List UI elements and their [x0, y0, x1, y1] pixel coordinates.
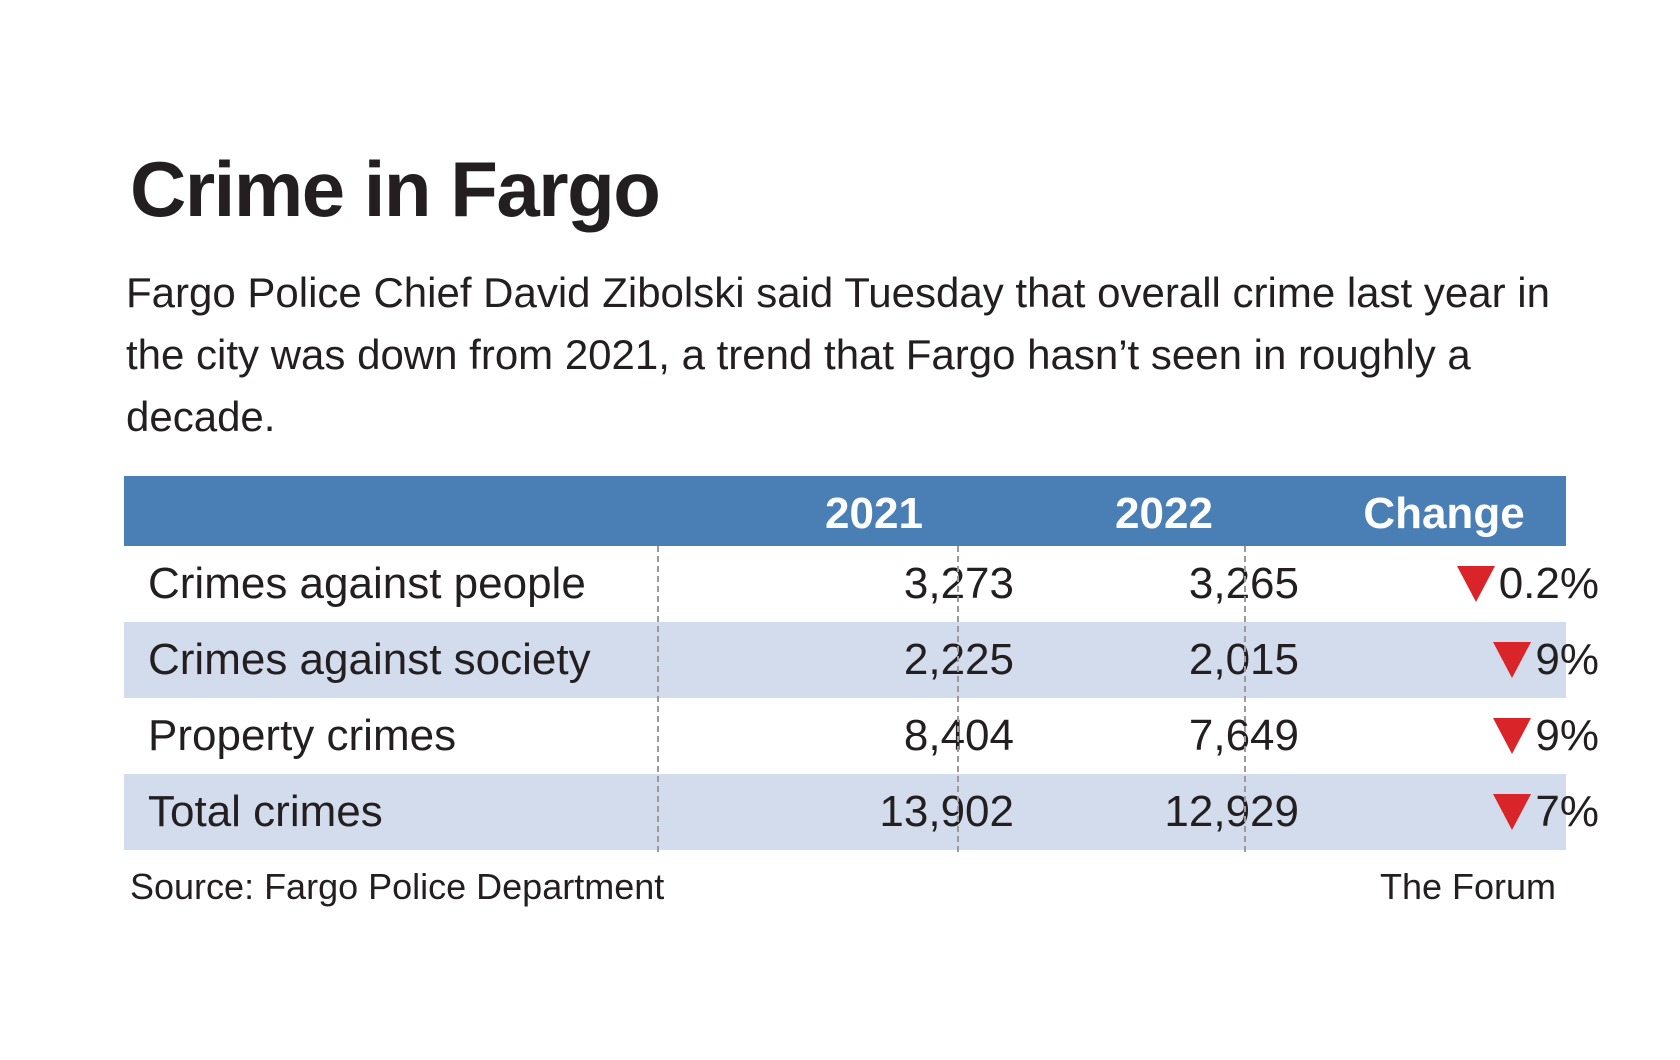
table-header-row: 2021 2022 Change: [124, 476, 1566, 546]
chart-title: Crime in Fargo: [130, 145, 661, 233]
change-value: 7%: [1535, 787, 1599, 836]
credit-note: The Forum: [1379, 866, 1556, 907]
change-cell: 9%: [1299, 698, 1599, 774]
row-label: Property crimes: [148, 711, 457, 760]
table-row: Total crimes 13,902 12,929 7%: [124, 774, 1599, 850]
down-triangle-icon: [1493, 642, 1532, 678]
change-value: 0.2%: [1498, 559, 1599, 608]
chart-subtitle: Fargo Police Chief David Zibolski said T…: [126, 269, 1550, 440]
row-label: Crimes against society: [148, 635, 591, 684]
value-2022: 12,929: [1164, 787, 1299, 836]
value-2022: 3,265: [1188, 559, 1299, 608]
table-row: Crimes against society 2,225 2,015 9%: [124, 622, 1599, 698]
column-divider: [957, 546, 959, 852]
header-label-cell: [148, 476, 648, 546]
column-divider: [657, 546, 659, 852]
change-value: 9%: [1535, 711, 1599, 760]
down-triangle-icon: [1456, 566, 1495, 602]
table-row: Property crimes 8,404 7,649 9%: [124, 698, 1599, 774]
source-note: Source: Fargo Police Department: [130, 866, 665, 907]
value-2021: 13,902: [879, 787, 1014, 836]
value-2022: 7,649: [1188, 711, 1299, 760]
column-divider: [1244, 546, 1246, 852]
row-label: Total crimes: [148, 787, 383, 836]
table-row: Crimes against people 3,273 3,265 0.2%: [124, 546, 1599, 622]
header-2022: 2022: [1115, 489, 1213, 538]
crime-table: 2021 2022 Change Crimes against people 3…: [124, 476, 1599, 852]
down-triangle-icon: [1493, 794, 1532, 830]
header-2021: 2021: [825, 489, 923, 538]
change-value: 9%: [1535, 635, 1599, 684]
change-cell: 7%: [1299, 774, 1599, 850]
change-cell: 0.2%: [1299, 546, 1599, 622]
header-change: Change: [1363, 489, 1525, 538]
row-label: Crimes against people: [148, 559, 586, 608]
change-cell: 9%: [1299, 622, 1599, 698]
value-2022: 2,015: [1188, 635, 1299, 684]
down-triangle-icon: [1493, 718, 1532, 754]
